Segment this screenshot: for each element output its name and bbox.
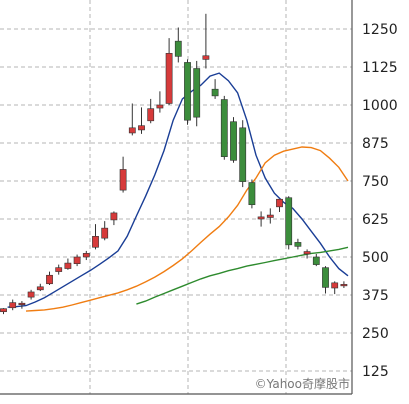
candle (276, 198, 283, 213)
candle (55, 264, 63, 275)
candle (294, 238, 302, 250)
candle (322, 266, 329, 294)
candle-body (9, 302, 17, 309)
candle-body (276, 198, 283, 208)
candle (147, 98, 155, 124)
y-tick-label: 1000 (362, 98, 398, 114)
candlesticks (0, 13, 348, 315)
y-tick-labels: 125 250 375 500 625 750 875 1000 1125 1250 (362, 22, 398, 380)
candle-body (110, 212, 118, 221)
candle-body (18, 302, 26, 306)
candle-body (27, 291, 35, 298)
candle-body (220, 99, 228, 157)
candle-body (92, 236, 99, 248)
y-tick-label: 250 (362, 326, 389, 342)
candle (92, 224, 99, 250)
candle-body (82, 253, 90, 258)
candle (138, 107, 145, 134)
candle-body (165, 53, 173, 104)
candle-body (55, 267, 63, 272)
candle-body (156, 104, 164, 109)
candle-body (73, 256, 81, 264)
candle-body (285, 197, 293, 246)
candle-body (257, 216, 265, 220)
candle-body (193, 68, 201, 118)
candle (36, 283, 44, 292)
candle (184, 59, 191, 125)
candle (46, 271, 53, 285)
y-tick-label: 750 (362, 174, 389, 190)
candle-body (239, 127, 247, 182)
candle-body (312, 256, 320, 265)
candle (82, 250, 90, 261)
candle-body (266, 214, 274, 218)
candle-body (64, 262, 72, 269)
candle-body (303, 251, 311, 255)
candle (110, 211, 118, 226)
candle (266, 208, 274, 224)
candle-body (46, 274, 53, 285)
candle (312, 253, 320, 267)
moving-average-medium (25, 146, 349, 312)
candle-body (184, 62, 191, 121)
candle (257, 211, 265, 227)
candle (119, 156, 127, 193)
candle (0, 308, 7, 315)
candle-body (36, 286, 44, 291)
candle (211, 79, 219, 99)
candle (285, 196, 293, 250)
y-tick-label: 500 (362, 250, 389, 266)
y-tick-label: 125 (362, 364, 389, 380)
candle-body (0, 308, 7, 313)
candle (248, 179, 256, 209)
y-tick-label: 1125 (362, 60, 398, 76)
candle (340, 281, 348, 289)
candle-body (248, 182, 256, 206)
candle (331, 281, 339, 295)
watermark-text: ©Yahoo奇摩股市 (255, 376, 350, 391)
candle-body (174, 40, 182, 57)
candle (165, 38, 173, 105)
candle (303, 249, 311, 259)
y-tick-label: 625 (362, 212, 389, 228)
candle-body (101, 227, 109, 239)
y-tick-label: 375 (362, 288, 389, 304)
candle (239, 120, 247, 188)
candle-body (230, 121, 237, 161)
candle-body (138, 125, 145, 131)
candle-body (119, 169, 127, 191)
candle-body (128, 127, 136, 134)
candle (18, 301, 26, 309)
candle (230, 117, 237, 163)
y-tick-label: 875 (362, 136, 389, 152)
grid-lines (0, 0, 352, 394)
candle-body (294, 242, 302, 247)
candle (193, 60, 201, 127)
candle (174, 27, 182, 63)
candle-body (202, 55, 210, 60)
candle (9, 299, 17, 311)
candle (202, 13, 210, 69)
candle (220, 95, 228, 160)
y-tick-label: 1250 (362, 22, 398, 38)
candle (73, 254, 81, 267)
candle-body (211, 88, 219, 97)
candle-body (340, 284, 348, 287)
candle (27, 289, 35, 300)
candle (156, 91, 164, 113)
moving-average-lines (7, 72, 349, 312)
moving-average-long (136, 246, 349, 305)
candle-body (322, 267, 329, 288)
candle (128, 103, 136, 136)
candle-body (331, 282, 339, 289)
candle (101, 221, 109, 241)
candle-body (147, 108, 155, 122)
candle (64, 258, 72, 270)
